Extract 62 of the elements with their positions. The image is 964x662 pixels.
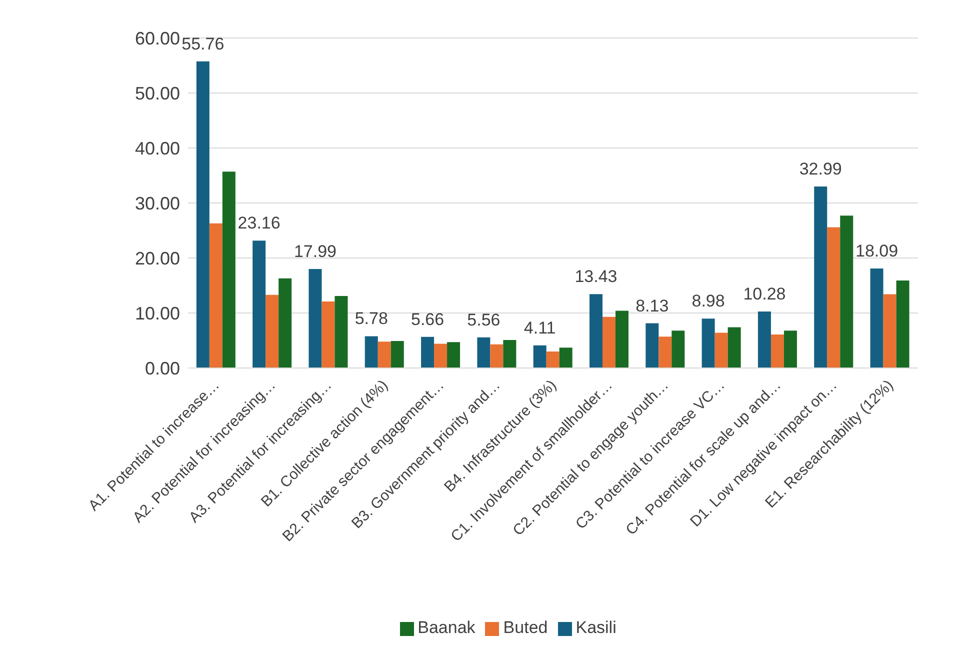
data-label: 55.76 <box>182 34 224 54</box>
y-tick-label: 10.00 <box>134 303 180 324</box>
bar <box>390 341 404 368</box>
y-tick-label: 30.00 <box>134 193 180 214</box>
bar <box>896 280 910 368</box>
bar <box>840 216 854 368</box>
bar <box>870 268 884 368</box>
bar <box>308 269 322 368</box>
bar <box>672 330 685 368</box>
bar <box>702 318 715 368</box>
bar <box>434 344 448 368</box>
data-label: 17.99 <box>294 242 337 262</box>
bar <box>546 352 560 368</box>
bar <box>322 301 335 368</box>
bar <box>477 337 490 368</box>
legend-label: Buted <box>503 618 548 637</box>
data-label: 5.56 <box>467 310 500 330</box>
legend-label: Baanak <box>418 618 476 637</box>
bar <box>814 186 828 368</box>
bar <box>266 294 279 368</box>
data-label: 10.28 <box>743 284 786 304</box>
y-tick-label: 60.00 <box>134 28 180 48</box>
data-label: 5.78 <box>354 309 388 328</box>
y-tick-label: 0.00 <box>144 358 180 378</box>
legend-label: Kasili <box>576 618 616 637</box>
bar <box>334 296 348 368</box>
data-label: 4.11 <box>524 318 556 338</box>
y-tick-label: 50.00 <box>134 83 180 104</box>
bar <box>883 294 896 368</box>
bar <box>758 311 771 368</box>
bar <box>209 223 222 368</box>
bar <box>533 345 546 368</box>
y-tick-label: 20.00 <box>134 248 180 268</box>
bar <box>503 340 516 368</box>
bar <box>196 61 210 368</box>
bar <box>490 344 504 368</box>
bar <box>421 336 434 368</box>
bar <box>252 240 266 368</box>
bar <box>646 323 659 368</box>
bar <box>616 310 628 368</box>
bar <box>602 316 616 368</box>
bar <box>278 278 292 368</box>
bar <box>827 227 840 368</box>
data-label: 8.98 <box>692 292 725 311</box>
bar <box>364 336 378 368</box>
bar <box>658 336 672 368</box>
bar <box>728 327 741 368</box>
bar <box>714 332 728 368</box>
bar <box>770 334 784 368</box>
y-tick-label: 40.00 <box>134 138 180 158</box>
bar <box>222 172 236 368</box>
bar <box>559 348 572 368</box>
bar <box>447 342 460 368</box>
data-label: 23.16 <box>238 214 280 233</box>
bar <box>378 342 391 368</box>
data-label: 32.99 <box>799 160 842 179</box>
bar <box>784 330 797 368</box>
data-label: 8.13 <box>636 296 669 316</box>
bar <box>590 294 602 368</box>
data-label: 13.43 <box>574 267 618 286</box>
data-label: 5.66 <box>410 310 444 329</box>
data-label: 18.09 <box>855 242 898 261</box>
